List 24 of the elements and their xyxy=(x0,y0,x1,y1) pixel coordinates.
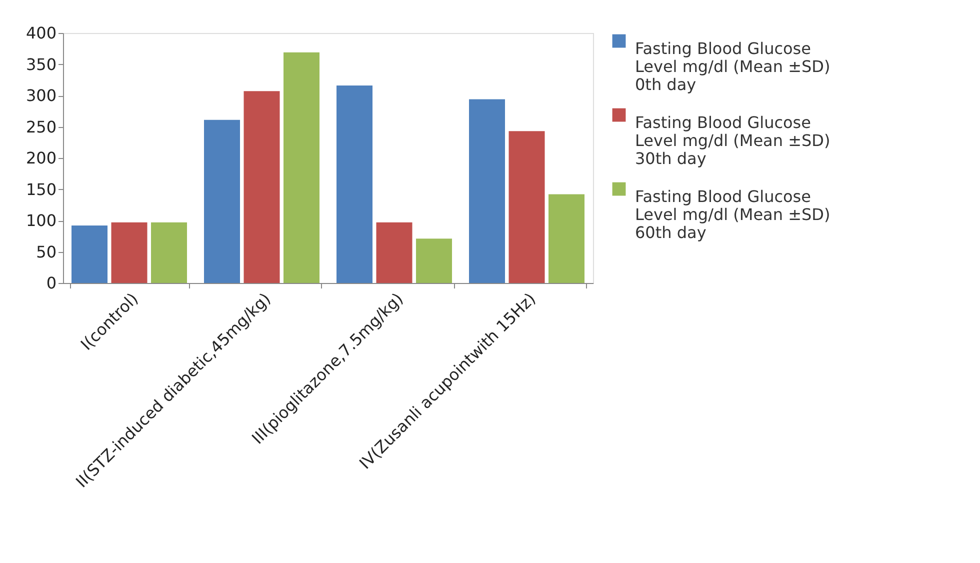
bar xyxy=(204,120,240,283)
y-tick-label: 350 xyxy=(26,54,56,74)
y-tick-label: 100 xyxy=(26,211,56,230)
bar xyxy=(151,222,187,283)
bar xyxy=(508,131,545,283)
y-tick-label: 200 xyxy=(26,148,56,168)
bar xyxy=(72,226,108,283)
bar xyxy=(416,238,452,283)
bar xyxy=(244,91,280,283)
legend-label: Fasting Blood Glucose Level mg/dl (Mean ±SD) 60th day xyxy=(635,187,830,242)
y-tick-label: 0 xyxy=(46,274,56,292)
y-tick-label: 50 xyxy=(36,242,56,262)
y-tick-label: 400 xyxy=(26,24,56,42)
bar xyxy=(376,222,412,283)
bar xyxy=(284,52,320,283)
y-tick-label: 300 xyxy=(26,86,56,105)
legend-label: Fasting Blood Glucose Level mg/dl (Mean ±SD) 30th day xyxy=(635,113,830,168)
bar xyxy=(548,194,584,283)
bar xyxy=(469,99,505,283)
bar xyxy=(111,222,148,283)
y-tick-label: 250 xyxy=(26,117,56,136)
y-tick-label: 150 xyxy=(26,180,56,199)
legend-label: Fasting Blood Glucose Level mg/dl (Mean ±SD) 0th day xyxy=(635,39,830,94)
bar xyxy=(336,86,372,283)
